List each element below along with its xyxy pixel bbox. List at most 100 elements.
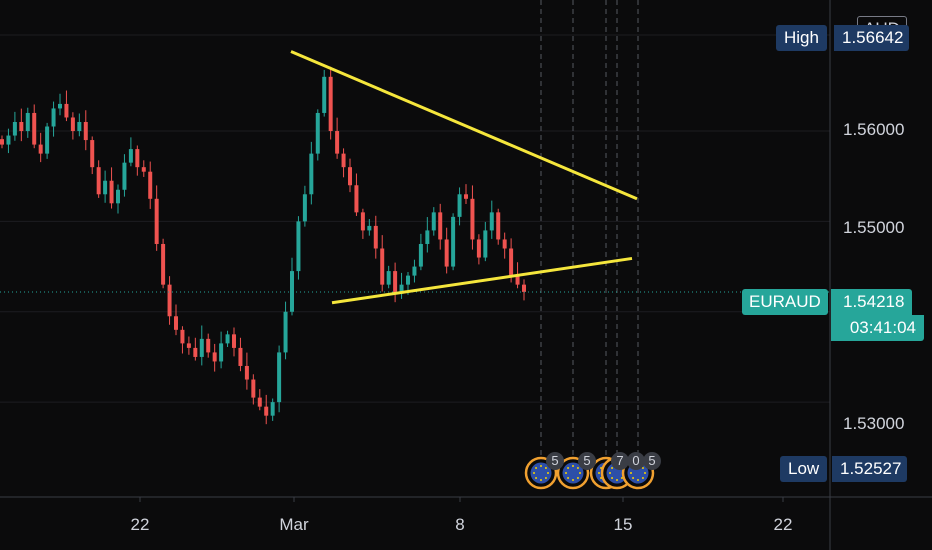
candle-body — [444, 239, 449, 267]
candle-body — [212, 352, 217, 362]
candle-body — [360, 212, 365, 231]
candle-body — [12, 121, 17, 136]
eu-star-icon — [572, 465, 574, 467]
y-tick-label: 1.53000 — [843, 414, 905, 433]
candle-body — [451, 216, 456, 267]
event-count-badge[interactable]: 0 — [627, 452, 645, 470]
candle-body — [496, 212, 501, 240]
candle-body — [167, 284, 172, 317]
eu-star-icon — [641, 467, 644, 470]
eu-star-icon — [641, 476, 644, 479]
candle-body — [116, 189, 120, 204]
candle-body — [302, 194, 307, 222]
candle-body — [122, 162, 127, 190]
eu-star-icon — [598, 472, 600, 474]
candle-body — [0, 139, 4, 145]
candle-body — [509, 248, 514, 276]
trendline-upper — [290, 50, 638, 201]
candle-body — [502, 239, 507, 249]
candle-body — [328, 76, 333, 132]
eu-star-icon — [644, 472, 646, 474]
eu-star-icon — [565, 472, 567, 474]
trendline-lower — [331, 256, 633, 305]
candle-body — [457, 194, 462, 217]
high-label: High — [776, 25, 827, 51]
candle-body — [380, 248, 385, 285]
event-count-badge[interactable]: 5 — [643, 452, 661, 470]
candle-body — [476, 239, 481, 258]
low-value: 1.52527 — [832, 456, 908, 482]
candle-body — [322, 76, 327, 113]
candle-body — [6, 135, 11, 145]
eu-star-icon — [533, 472, 535, 474]
last-price-label: 1.54218 — [831, 289, 913, 315]
candle-body — [264, 406, 269, 416]
candle-body — [238, 347, 243, 366]
x-tick-label: 15 — [613, 515, 633, 534]
eu-star-icon — [611, 467, 614, 470]
eu-star-icon — [611, 476, 614, 479]
high-value: 1.56642 — [834, 25, 910, 51]
candle-body — [161, 243, 166, 285]
candle-body — [270, 402, 275, 416]
eu-star-icon — [630, 472, 632, 474]
candle-body — [489, 212, 494, 231]
eu-star-icon — [632, 476, 635, 479]
y-tick-label: 1.56000 — [843, 120, 905, 139]
candle-body — [174, 316, 178, 330]
candle-body — [77, 121, 82, 132]
candle-body — [141, 167, 146, 172]
eu-star-icon — [567, 476, 570, 479]
candle-body — [283, 311, 288, 353]
eu-star-icon — [572, 479, 574, 481]
candle-body — [406, 275, 410, 285]
candle-body — [515, 275, 520, 285]
eu-star-icon — [609, 472, 611, 474]
event-count-badge[interactable]: 5 — [578, 452, 596, 470]
eu-star-icon — [535, 476, 538, 479]
y-tick-label: 1.55000 — [843, 218, 905, 237]
candle-body — [393, 271, 398, 294]
candle-body — [90, 140, 95, 168]
candle-body — [470, 198, 475, 240]
candle-body — [464, 194, 468, 199]
candle-body — [373, 225, 378, 249]
eu-star-icon — [616, 479, 618, 481]
candle-body — [367, 225, 372, 231]
candle-body — [296, 221, 301, 272]
x-tick-label: 22 — [130, 515, 150, 534]
candle-body — [232, 334, 236, 348]
candle-body — [431, 212, 436, 231]
eu-star-icon — [637, 479, 639, 481]
candle-body — [128, 149, 133, 163]
x-tick-label: Mar — [279, 515, 309, 534]
event-count-badge[interactable]: 5 — [546, 452, 564, 470]
symbol-label: EURAUD — [742, 289, 828, 315]
x-tick-label: 8 — [455, 515, 465, 534]
candle-body — [386, 271, 391, 285]
event-count-badge[interactable]: 7 — [611, 452, 629, 470]
candle-body — [257, 397, 262, 407]
candle-body — [135, 149, 140, 168]
candle-body — [483, 230, 488, 258]
candle-body — [25, 112, 30, 132]
candle-body — [290, 271, 294, 312]
candle-body — [219, 343, 224, 362]
eu-star-icon — [540, 465, 542, 467]
candle-body — [315, 112, 320, 154]
candle-body — [186, 343, 191, 348]
eu-star-icon — [535, 467, 538, 470]
eu-star-icon — [579, 472, 581, 474]
low-label-text: Low — [788, 459, 820, 478]
candle-body — [438, 212, 443, 240]
candle-body — [425, 230, 430, 244]
candle-body — [109, 180, 114, 204]
candle-body — [180, 329, 185, 344]
candle-body — [103, 180, 108, 195]
candle-body — [399, 284, 404, 294]
eu-star-icon — [576, 476, 579, 479]
candle-body — [70, 117, 75, 132]
candle-body — [522, 284, 526, 292]
